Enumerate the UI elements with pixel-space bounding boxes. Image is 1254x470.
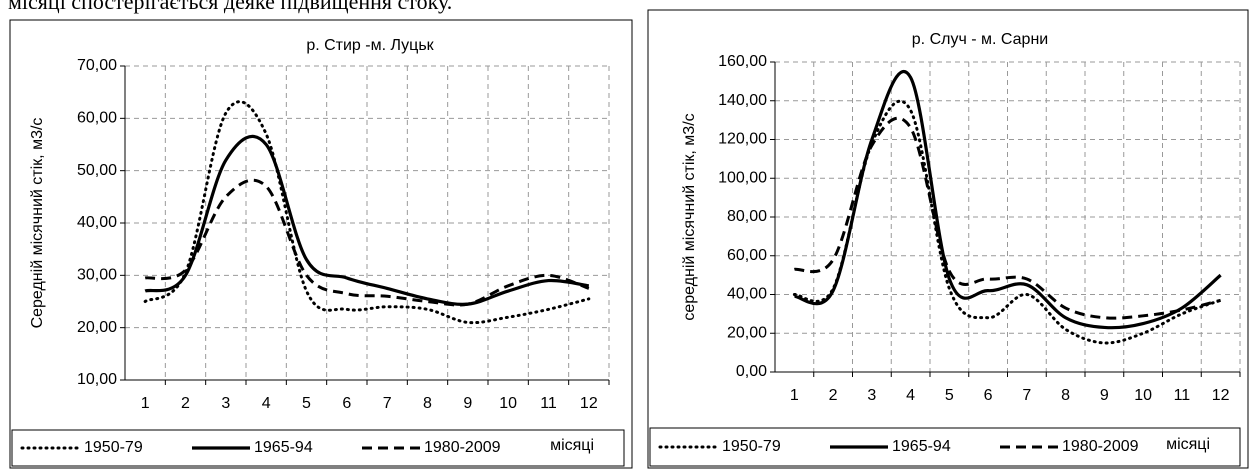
x-tick-label: 9 [1100, 387, 1109, 404]
x-tick-label: 5 [302, 395, 311, 412]
chart-title: р. Стир -м. Луцьк [306, 37, 434, 54]
y-tick-label: 100,00 [718, 169, 767, 186]
x-tick-label: 9 [463, 395, 472, 412]
y-tick-label: 80,00 [727, 208, 767, 225]
chart-title: р. Случ - м. Сарни [912, 31, 1048, 48]
x-tick-label: 5 [945, 387, 954, 404]
x-tick-label: 8 [423, 395, 432, 412]
x-tick-label: 6 [342, 395, 351, 412]
y-tick-label: 60,00 [727, 247, 767, 264]
y-tick-label: 20,00 [727, 324, 767, 341]
y-axis-label: середній місячний стік, м3/с [681, 113, 698, 320]
y-tick-label: 0,00 [736, 363, 767, 380]
legend-box [11, 429, 625, 467]
x-tick-label: 10 [1134, 387, 1152, 404]
series-line [794, 116, 1221, 320]
x-tick-label: 11 [1174, 387, 1191, 404]
y-tick-label: 30,00 [77, 267, 117, 284]
x-tick-label: 1 [141, 395, 150, 412]
x-tick-label: 4 [906, 387, 915, 404]
x-tick-label: 4 [262, 395, 271, 412]
x-tick-label: 1 [790, 387, 799, 404]
x-tick-label: 12 [580, 395, 598, 412]
caption: місяці спостерігається деяке підвищення … [8, 0, 452, 14]
y-tick-label: 40,00 [77, 214, 117, 231]
x-tick-label: 8 [1061, 387, 1070, 404]
legend-box [649, 427, 1241, 467]
x-tick-label: 6 [984, 387, 993, 404]
legend-label: 1950-79 [722, 438, 781, 455]
y-tick-label: 50,00 [77, 162, 117, 179]
legend-label: 1965-94 [892, 438, 951, 455]
y-tick-label: 70,00 [77, 57, 117, 74]
x-axis-label: місяці [1166, 436, 1210, 453]
chart-frame [647, 9, 1249, 469]
y-tick-label: 60,00 [77, 110, 117, 127]
legend-label: 1965-94 [254, 439, 313, 456]
x-tick-label: 11 [540, 395, 557, 412]
y-tick-label: 20,00 [77, 319, 117, 336]
y-tick-label: 40,00 [727, 286, 767, 303]
x-axis-label: місяці [550, 437, 594, 454]
series-line [144, 178, 590, 307]
y-tick-label: 160,00 [718, 53, 767, 70]
x-tick-label: 2 [181, 395, 190, 412]
chart-frame [9, 19, 633, 469]
x-tick-label: 10 [499, 395, 517, 412]
x-tick-label: 7 [1022, 387, 1031, 404]
series-line [143, 100, 591, 325]
x-tick-label: 12 [1212, 387, 1230, 404]
legend-label: 1950-79 [84, 439, 143, 456]
x-tick-label: 3 [867, 387, 876, 404]
x-tick-label: 3 [221, 395, 230, 412]
series-line [794, 69, 1222, 330]
x-tick-label: 7 [383, 395, 392, 412]
x-tick-label: 2 [829, 387, 838, 404]
series-line [144, 134, 590, 306]
legend-label: 1980-2009 [424, 439, 501, 456]
y-tick-label: 10,00 [77, 371, 117, 388]
legend-label: 1980-2009 [1062, 438, 1139, 455]
y-tick-label: 120,00 [718, 131, 767, 148]
y-axis-label: Середній місячний стік, м3/с [29, 118, 46, 329]
y-tick-label: 140,00 [718, 92, 767, 109]
